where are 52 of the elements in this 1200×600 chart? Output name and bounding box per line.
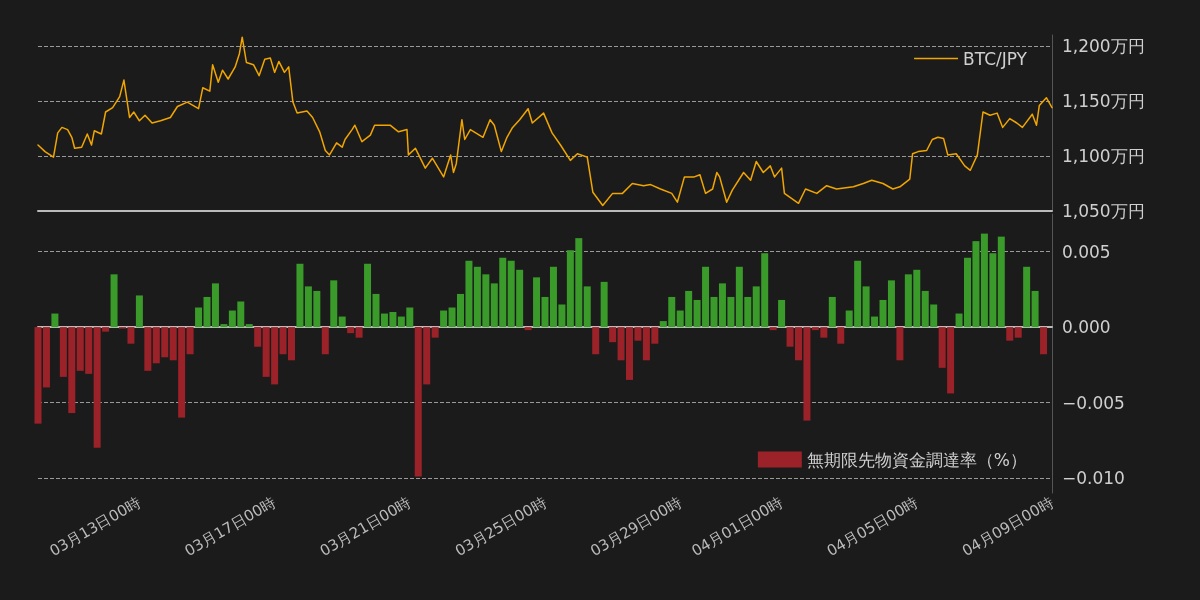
x-tick-label: 03月25日00時 [451, 493, 550, 560]
y-tick-label: 0.005 [1062, 241, 1111, 262]
bar [347, 327, 355, 334]
bar [364, 263, 372, 328]
y-tick-label: −0.010 [1062, 467, 1125, 488]
bar [778, 299, 786, 328]
bar [254, 327, 262, 347]
y-tick-label: −0.005 [1062, 392, 1125, 413]
bar [135, 295, 143, 328]
bar [1023, 266, 1031, 328]
y-tick-label: 1,100万円 [1062, 146, 1145, 166]
bar [440, 310, 448, 328]
y-tick-label: 0.000 [1062, 317, 1111, 338]
bar [51, 313, 59, 328]
bar [769, 327, 777, 331]
x-tick-label: 03月29日00時 [587, 493, 685, 560]
bar [600, 281, 608, 328]
bar [837, 327, 845, 344]
bar [1031, 290, 1039, 328]
bar [533, 277, 541, 328]
x-tick-label: 03月17日00時 [181, 493, 280, 560]
bar [195, 307, 203, 328]
legend-label: BTC/JPY [963, 48, 1028, 69]
bar [592, 327, 600, 355]
bar [1006, 327, 1014, 341]
bar [355, 327, 363, 338]
x-tick-label: 03月13日00時 [46, 493, 144, 560]
y-tick-label: 1,150万円 [1062, 91, 1145, 111]
y-tick-label: 1,200万円 [1062, 36, 1145, 56]
bar [828, 296, 836, 328]
bar [431, 327, 439, 338]
x-tick-label: 04月01日00時 [688, 493, 787, 560]
bar [524, 327, 532, 331]
bar [338, 316, 346, 328]
bar [186, 327, 194, 355]
y-tick-label: 1,050万円 [1062, 201, 1145, 221]
bar [296, 263, 304, 328]
bar [1040, 327, 1048, 355]
x-tick-label: 04月05日00時 [823, 493, 922, 560]
legend-label: 無期限先物資金調達率（%） [806, 449, 1027, 470]
bar [609, 327, 617, 343]
bar [997, 236, 1005, 328]
bar [896, 327, 904, 361]
bar [330, 280, 338, 328]
x-tick-label: 03月21日00時 [316, 493, 415, 560]
bar [144, 327, 152, 371]
bar [321, 327, 329, 355]
bar [245, 324, 253, 328]
bar [1014, 327, 1022, 338]
bar [110, 274, 118, 328]
bar [583, 286, 591, 328]
x-tick-label: 04月09日00時 [958, 493, 1057, 560]
